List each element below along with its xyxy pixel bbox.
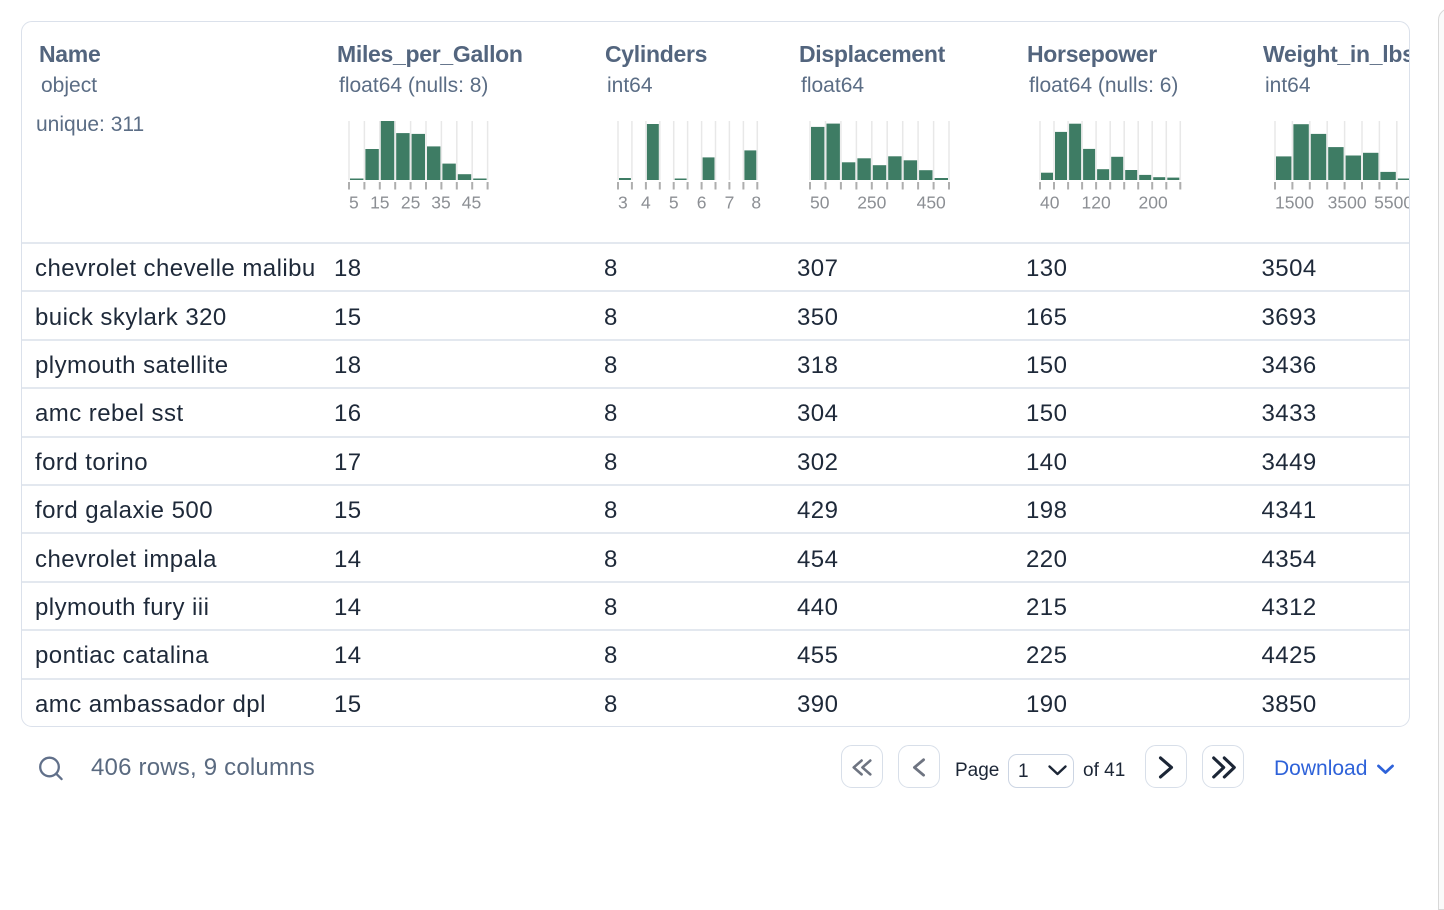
svg-text:5500: 5500 [1374, 193, 1409, 213]
svg-text:450: 450 [917, 193, 946, 213]
svg-text:15: 15 [370, 193, 389, 213]
svg-text:1500: 1500 [1275, 193, 1314, 213]
svg-text:3: 3 [618, 193, 628, 213]
svg-text:8: 8 [751, 193, 761, 213]
svg-text:4: 4 [641, 193, 651, 213]
svg-text:50: 50 [810, 193, 830, 213]
svg-text:3500: 3500 [1328, 193, 1367, 213]
svg-text:25: 25 [401, 193, 420, 213]
svg-text:45: 45 [462, 193, 481, 213]
svg-text:7: 7 [725, 193, 735, 213]
svg-text:40: 40 [1040, 193, 1060, 213]
svg-text:250: 250 [857, 193, 886, 213]
svg-text:200: 200 [1138, 193, 1167, 213]
svg-text:5: 5 [669, 193, 679, 213]
svg-text:35: 35 [431, 193, 450, 213]
svg-text:6: 6 [697, 193, 707, 213]
svg-text:120: 120 [1081, 193, 1110, 213]
svg-text:5: 5 [349, 193, 359, 213]
